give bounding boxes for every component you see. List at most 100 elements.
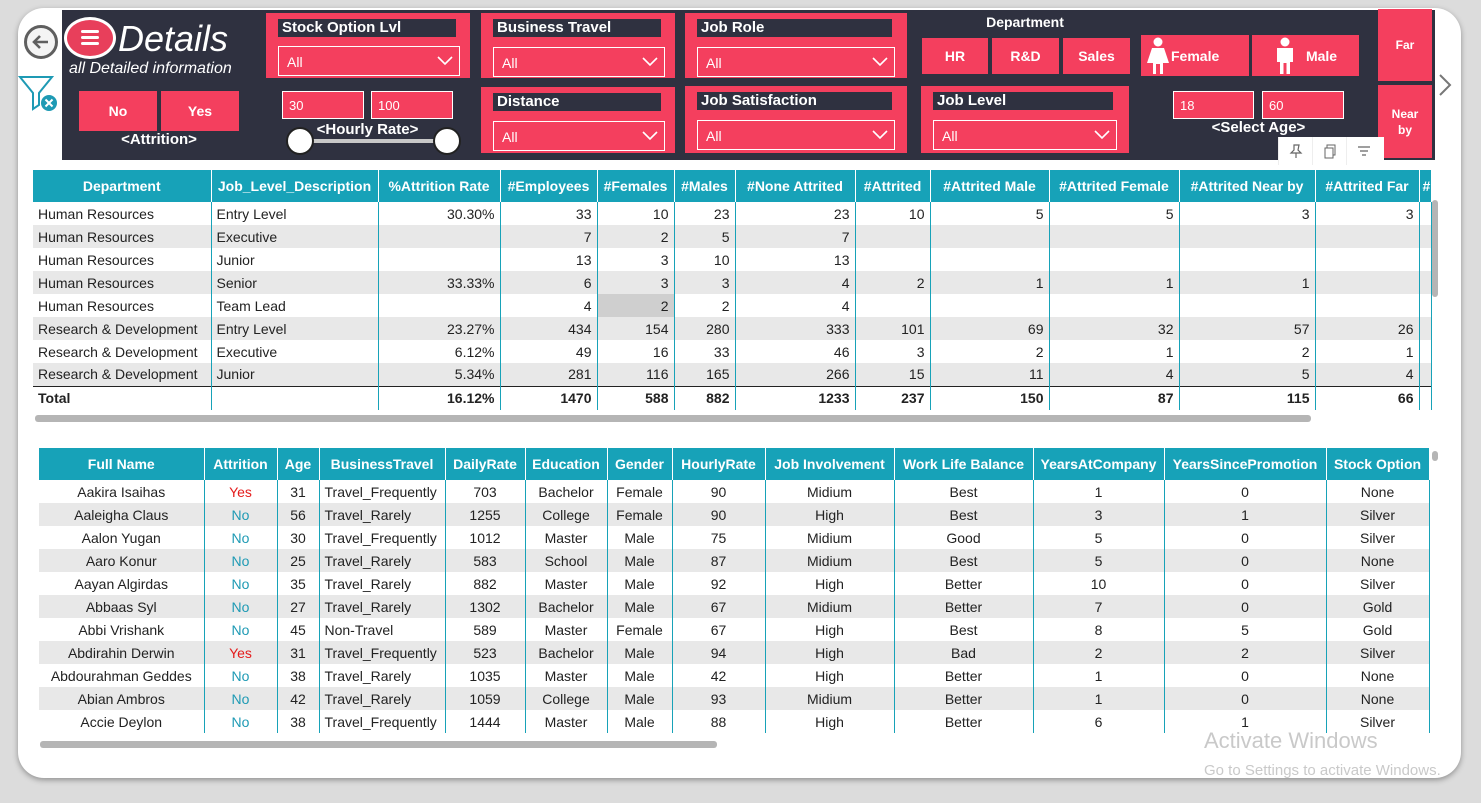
copy-icon[interactable] xyxy=(1312,137,1346,165)
employee-table-row[interactable]: Abian Ambros No 42 Travel_Rarely 1059 College… xyxy=(39,687,1430,710)
employee-cell: Master xyxy=(525,710,608,733)
employee-column-header[interactable]: Job Involvement xyxy=(765,448,895,480)
employee-table-row[interactable]: Aaro Konur No 25 Travel_Rarely 583 School Male… xyxy=(39,549,1430,572)
summary-column-header[interactable]: #Attrited Male xyxy=(930,170,1050,202)
chevron-right-icon[interactable] xyxy=(1437,72,1453,98)
job-satisfaction-slicer: Job Satisfaction All xyxy=(685,86,907,153)
employee-horizontal-scrollbar[interactable] xyxy=(40,741,717,748)
job-role-dropdown[interactable]: All xyxy=(697,47,895,77)
employee-table-row[interactable]: Aaleigha Claus No 56 Travel_Rarely 1255 Colle… xyxy=(39,503,1430,526)
employee-column-header[interactable]: Attrition xyxy=(204,448,278,480)
employee-column-header[interactable]: DailyRate xyxy=(445,448,526,480)
employee-cell: Travel_Rarely xyxy=(319,503,446,526)
employee-table-row[interactable]: Abdourahman Geddes No 38 Travel_Rarely 1035 M… xyxy=(39,664,1430,687)
summary-cell: 10 xyxy=(597,202,675,225)
attrition-yes-button[interactable]: Yes xyxy=(161,91,239,131)
employee-cell: Bachelor xyxy=(525,595,608,618)
employee-column-header[interactable]: Gender xyxy=(607,448,673,480)
employee-table-row[interactable]: Aayan Algirdas No 35 Travel_Rarely 882 Master… xyxy=(39,572,1430,595)
distance-far-button[interactable]: Far xyxy=(1378,9,1432,81)
summary-column-header[interactable]: Department xyxy=(33,170,212,202)
employee-column-header[interactable]: Education xyxy=(525,448,608,480)
clear-filter-icon[interactable] xyxy=(18,74,60,114)
distance-dropdown[interactable]: All xyxy=(493,121,665,151)
summary-table-row[interactable]: Human Resources Junior 13 3 10 13 xyxy=(33,248,1432,271)
summary-table-row[interactable]: Human Resources Team Lead 4 2 2 4 xyxy=(33,294,1432,317)
gender-female-button[interactable]: Female xyxy=(1141,35,1249,76)
employee-cell: 1 xyxy=(1164,503,1327,526)
attrition-no-button[interactable]: No xyxy=(79,91,157,131)
summary-column-header[interactable]: #Attrited Female xyxy=(1049,170,1180,202)
back-button[interactable] xyxy=(24,25,58,59)
employee-cell: 25 xyxy=(277,549,320,572)
summary-cell: 16 xyxy=(597,340,675,363)
male-icon xyxy=(1276,37,1293,74)
employee-table-row[interactable]: Accie Deylon No 38 Travel_Frequently 1444 Mas… xyxy=(39,710,1430,733)
employee-table-row[interactable]: Abdirahin Derwin Yes 31 Travel_Frequently 52… xyxy=(39,641,1430,664)
employee-column-header[interactable]: Work Life Balance xyxy=(894,448,1034,480)
employee-column-header[interactable]: Age xyxy=(277,448,320,480)
summary-column-header[interactable]: #None Attrited xyxy=(735,170,856,202)
age-max-input[interactable]: 60 xyxy=(1262,91,1344,119)
summary-table-row[interactable]: Human Resources Entry Level 30.30% 33 10 23 23… xyxy=(33,202,1432,225)
business-travel-dropdown[interactable]: All xyxy=(493,47,665,77)
employee-table-row[interactable]: Abbaas Syl No 27 Travel_Rarely 1302 Bachelor M… xyxy=(39,595,1430,618)
department-sales-button[interactable]: Sales xyxy=(1063,38,1130,74)
employee-cell: 0 xyxy=(1164,572,1327,595)
employee-cell: Aayan Algirdas xyxy=(39,572,205,595)
pin-icon[interactable] xyxy=(1278,137,1312,165)
menu-button[interactable] xyxy=(64,17,116,59)
business-travel-label: Business Travel xyxy=(493,19,661,37)
summary-column-header[interactable]: #Attrited xyxy=(855,170,931,202)
summary-table-row[interactable]: Human Resources Senior 33.33% 6 3 3 4 2 1 1 1 xyxy=(33,271,1432,294)
employee-vertical-scrollbar[interactable] xyxy=(1432,451,1438,461)
employee-cell: Silver xyxy=(1326,641,1430,664)
summary-table-row[interactable]: Research & Development Junior 5.34% 281 116 1… xyxy=(33,363,1432,386)
stock-option-dropdown[interactable]: All xyxy=(278,46,460,76)
job-satisfaction-dropdown[interactable]: All xyxy=(697,120,895,150)
employee-column-header[interactable]: YearsAtCompany xyxy=(1033,448,1165,480)
job-level-dropdown[interactable]: All xyxy=(933,120,1117,150)
summary-column-header[interactable]: %Attrition Rate xyxy=(378,170,501,202)
hourly-rate-min-input[interactable]: 30 xyxy=(282,91,364,119)
hourly-rate-max-handle[interactable] xyxy=(433,127,461,155)
summary-total-cell: 150 xyxy=(930,385,1050,410)
summary-table-row[interactable]: Research & Development Executive 6.12% 49 16… xyxy=(33,340,1432,363)
summary-table-row[interactable]: Research & Development Entry Level 23.27% 4… xyxy=(33,317,1432,340)
employee-table-row[interactable]: Aakira Isaihas Yes 31 Travel_Frequently 703 B… xyxy=(39,480,1430,503)
summary-column-header[interactable]: #Attrited Far xyxy=(1315,170,1420,202)
summary-table-row[interactable]: Human Resources Executive 7 2 5 7 xyxy=(33,225,1432,248)
summary-column-header[interactable]: #Males xyxy=(674,170,736,202)
summary-vertical-scrollbar[interactable] xyxy=(1432,200,1438,297)
summary-cell xyxy=(1419,271,1432,294)
filter-lines-icon[interactable] xyxy=(1346,137,1380,165)
summary-column-header[interactable]: #Females xyxy=(597,170,675,202)
employee-column-header[interactable]: YearsSincePromotion xyxy=(1164,448,1327,480)
department-hr-button[interactable]: HR xyxy=(922,38,988,74)
summary-column-header[interactable]: Job_Level_Description xyxy=(211,170,379,202)
hourly-rate-max-input[interactable]: 100 xyxy=(371,91,453,119)
employee-cell: Travel_Frequently xyxy=(319,710,446,733)
employee-cell: Travel_Rarely xyxy=(319,687,446,710)
gender-male-button[interactable]: Male xyxy=(1252,35,1359,76)
employee-column-header[interactable]: Stock Option xyxy=(1326,448,1430,480)
summary-horizontal-scrollbar[interactable] xyxy=(35,415,1311,422)
summary-cell: 57 xyxy=(1179,317,1316,340)
summary-cell: Human Resources xyxy=(33,271,212,294)
distance-near-button[interactable]: Near by xyxy=(1378,85,1432,158)
summary-cell: 5 xyxy=(1049,202,1180,225)
employee-column-header[interactable]: HourlyRate xyxy=(672,448,766,480)
employee-table-row[interactable]: Aalon Yugan No 30 Travel_Frequently 1012 Mast… xyxy=(39,526,1430,549)
employee-cell: Travel_Rarely xyxy=(319,549,446,572)
employee-column-header[interactable]: Full Name xyxy=(39,448,205,480)
summary-column-header[interactable]: # xyxy=(1419,170,1432,202)
employee-cell: Abian Ambros xyxy=(39,687,205,710)
employee-cell: Master xyxy=(525,618,608,641)
employee-column-header[interactable]: BusinessTravel xyxy=(319,448,446,480)
summary-column-header[interactable]: #Employees xyxy=(500,170,598,202)
hourly-rate-min-handle[interactable] xyxy=(286,127,314,155)
employee-table-row[interactable]: Abbi Vrishank No 45 Non-Travel 589 Master Fema… xyxy=(39,618,1430,641)
department-rd-button[interactable]: R&D xyxy=(992,38,1059,74)
age-min-input[interactable]: 18 xyxy=(1173,91,1254,119)
summary-column-header[interactable]: #Attrited Near by xyxy=(1179,170,1316,202)
